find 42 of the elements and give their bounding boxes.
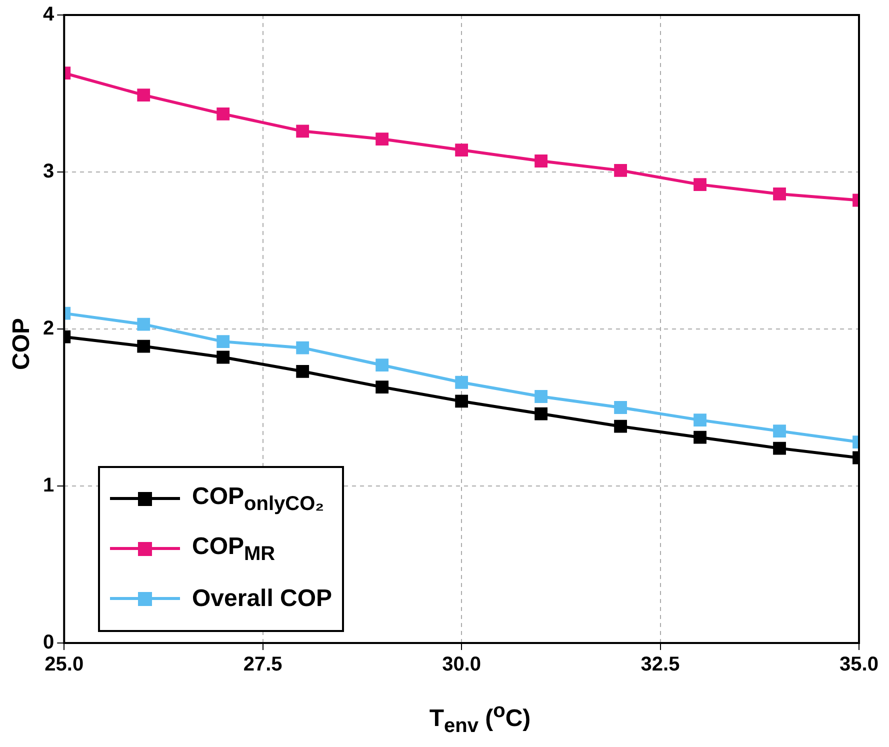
point — [216, 350, 230, 364]
x-tick-label: 27.5 — [243, 654, 282, 676]
point — [694, 430, 706, 444]
y-tick-label: 1 — [43, 474, 54, 497]
point — [137, 88, 150, 102]
legend-label: COP$_{onlyCO₂}$ — [192, 482, 324, 516]
x-tick-label: 30.0 — [442, 654, 482, 676]
point — [216, 335, 230, 348]
x-tick-label: 32.5 — [640, 654, 680, 676]
point — [296, 124, 310, 138]
legend-label: Overall COP — [192, 585, 332, 613]
x-tick-label: 25.0 — [44, 654, 84, 676]
point — [376, 132, 389, 146]
point — [773, 442, 786, 455]
point — [296, 341, 310, 354]
point — [455, 376, 468, 389]
y-tick-label: 2 — [43, 318, 54, 340]
point — [773, 424, 786, 438]
point — [534, 154, 548, 168]
y-tick-label: 0 — [43, 632, 54, 654]
x-axis-title: T$_{env}$ ($^{o}$C) — [428, 700, 532, 738]
point — [694, 178, 706, 192]
point — [137, 340, 150, 353]
point — [694, 414, 706, 427]
point — [455, 144, 468, 156]
y-tick-label: 4 — [43, 4, 55, 26]
point — [614, 401, 627, 414]
point — [216, 107, 230, 120]
point — [137, 318, 150, 331]
point — [534, 407, 548, 420]
point — [614, 420, 627, 433]
point — [534, 390, 548, 403]
y-tick-label: 3 — [43, 160, 54, 183]
point — [296, 364, 310, 378]
point — [376, 358, 389, 372]
x-tick-label: 35.0 — [840, 654, 878, 676]
y-axis-title: COP — [8, 318, 36, 370]
point — [614, 164, 627, 177]
point — [773, 188, 786, 200]
point — [376, 380, 389, 394]
point — [455, 394, 468, 408]
legend-label: COP$_{MR}$ — [192, 532, 276, 566]
